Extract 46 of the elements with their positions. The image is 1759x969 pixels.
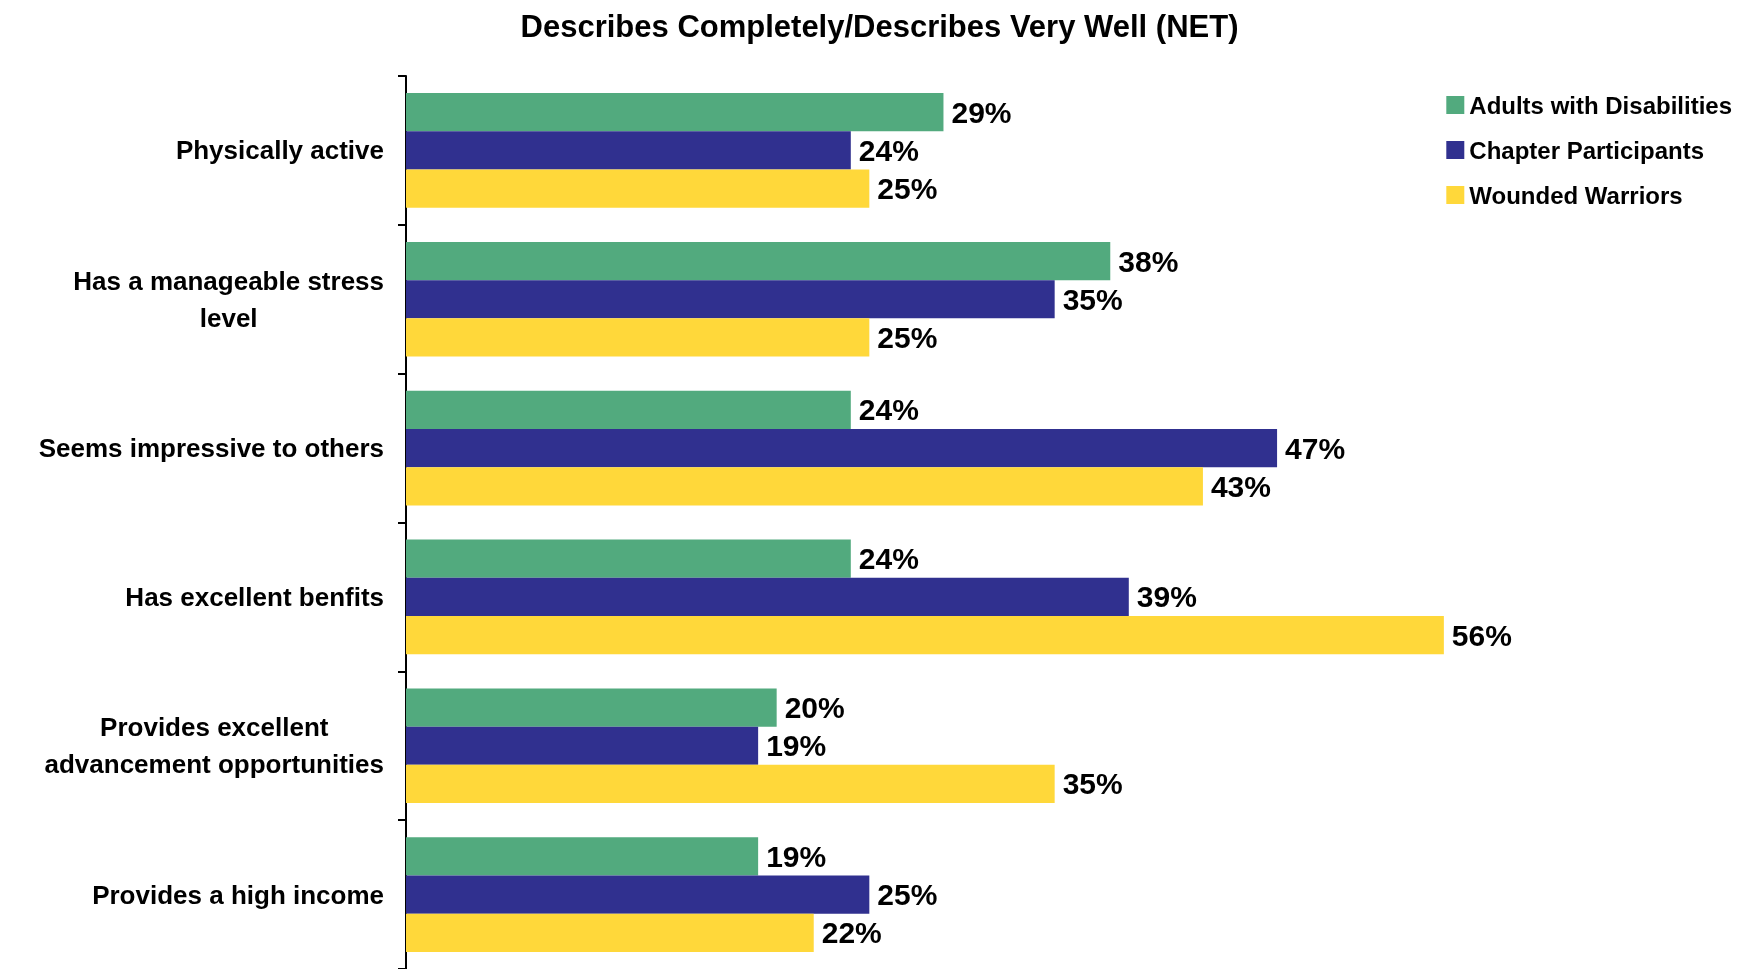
bar xyxy=(406,616,1444,655)
data-label: 56% xyxy=(1451,618,1512,652)
data-label: 24% xyxy=(858,542,919,576)
bar xyxy=(406,764,1055,804)
y-tick-label: Seems impressive to others xyxy=(38,433,385,464)
data-label: 38% xyxy=(1118,244,1179,278)
y-tick-label: Provides excellent advancement opportunities xyxy=(44,712,384,780)
bar xyxy=(406,280,1055,319)
data-label: 35% xyxy=(1062,767,1123,801)
bar xyxy=(406,390,851,429)
bar xyxy=(406,428,1278,468)
legend-label: Wounded Warriors xyxy=(1469,181,1683,209)
y-tick-label: Has a manageable stress level xyxy=(73,265,384,333)
data-label: 25% xyxy=(877,172,938,206)
data-label: 19% xyxy=(766,839,827,873)
bar xyxy=(406,93,944,132)
y-tick-label: Provides a high income xyxy=(92,879,384,910)
data-label: 29% xyxy=(951,95,1012,129)
data-label: 35% xyxy=(1062,282,1123,316)
bar xyxy=(406,913,814,952)
data-label: 19% xyxy=(766,729,827,763)
y-tick-label: Has excellent benfits xyxy=(125,581,384,612)
data-label: 24% xyxy=(858,133,919,167)
y-tick-label: Physically active xyxy=(175,135,384,166)
data-label: 43% xyxy=(1210,469,1271,503)
data-label: 24% xyxy=(858,393,919,427)
bar xyxy=(406,539,851,578)
legend-label: Chapter Participants xyxy=(1469,136,1705,164)
bar xyxy=(406,241,1111,281)
data-label: 25% xyxy=(877,878,938,912)
data-label: 20% xyxy=(784,691,845,725)
bar xyxy=(406,169,870,208)
data-label: 22% xyxy=(821,916,882,950)
bar xyxy=(406,577,1129,617)
data-label: 39% xyxy=(1136,580,1197,614)
bar xyxy=(406,467,1203,506)
data-label: 47% xyxy=(1285,431,1346,465)
data-label: 25% xyxy=(877,320,938,354)
chart-title: Describes Completely/Describes Very Well (NET) xyxy=(520,9,1239,44)
bar xyxy=(406,875,870,914)
bar xyxy=(406,131,851,170)
legend-label: Adults with Disabilities xyxy=(1469,91,1732,119)
bar xyxy=(406,837,759,876)
bar xyxy=(406,688,777,727)
bar xyxy=(406,318,870,357)
bar xyxy=(406,726,759,765)
